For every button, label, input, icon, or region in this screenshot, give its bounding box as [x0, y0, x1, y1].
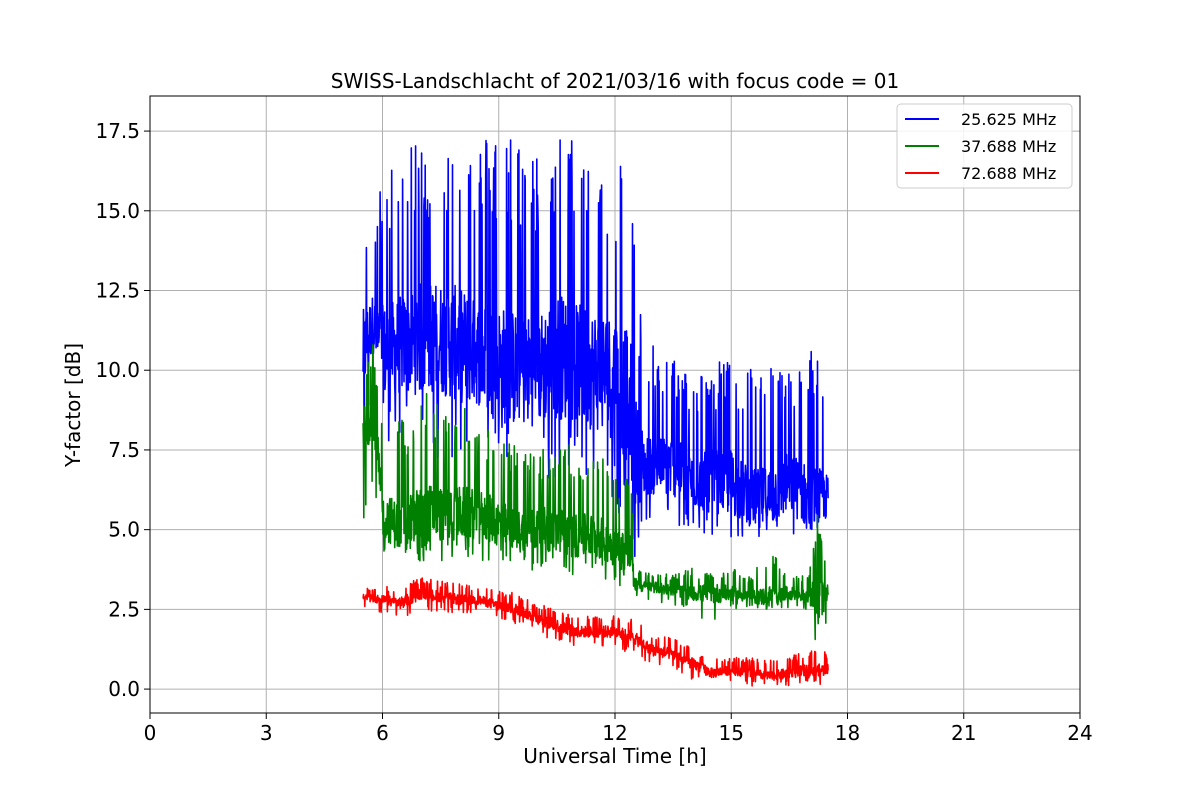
x-tick-label: 9 — [492, 721, 505, 745]
x-axis-label: Universal Time [h] — [523, 744, 706, 768]
legend-entry: 37.688 MHz — [961, 137, 1056, 156]
x-tick-label: 3 — [260, 721, 273, 745]
legend-entry: 72.688 MHz — [961, 164, 1056, 183]
y-tick-label: 5.0 — [108, 518, 140, 542]
x-tick-label: 21 — [951, 721, 976, 745]
x-tick-label: 12 — [602, 721, 627, 745]
y-axis-label: Y-factor [dB] — [61, 343, 85, 468]
series-layer — [362, 139, 829, 687]
y-tick-label: 17.5 — [95, 119, 140, 143]
x-tick-label: 24 — [1067, 721, 1092, 745]
series-line — [362, 344, 829, 641]
y-tick-label: 12.5 — [95, 279, 140, 303]
x-axis: 0 3 6 9 12 15 18 21 24 — [144, 713, 1093, 745]
x-tick-label: 15 — [719, 721, 744, 745]
x-tick-label: 6 — [376, 721, 389, 745]
x-tick-label: 0 — [144, 721, 157, 745]
y-tick-label: 7.5 — [108, 438, 140, 462]
y-tick-label: 10.0 — [95, 358, 140, 382]
legend: 25.625 MHz 37.688 MHz 72.688 MHz — [896, 103, 1073, 189]
chart-title: SWISS-Landschlacht of 2021/03/16 with fo… — [331, 69, 899, 93]
legend-entry: 25.625 MHz — [961, 110, 1056, 129]
x-tick-label: 18 — [835, 721, 860, 745]
y-tick-label: 15.0 — [95, 199, 140, 223]
y-tick-label: 2.5 — [108, 597, 140, 621]
legend-box — [896, 103, 1073, 189]
series-line — [362, 139, 829, 558]
y-tick-label: 0.0 — [108, 677, 140, 701]
series-line — [362, 577, 829, 687]
y-axis: 0.0 2.5 5.0 7.5 10.0 12.5 15.0 17.5 — [95, 119, 150, 701]
